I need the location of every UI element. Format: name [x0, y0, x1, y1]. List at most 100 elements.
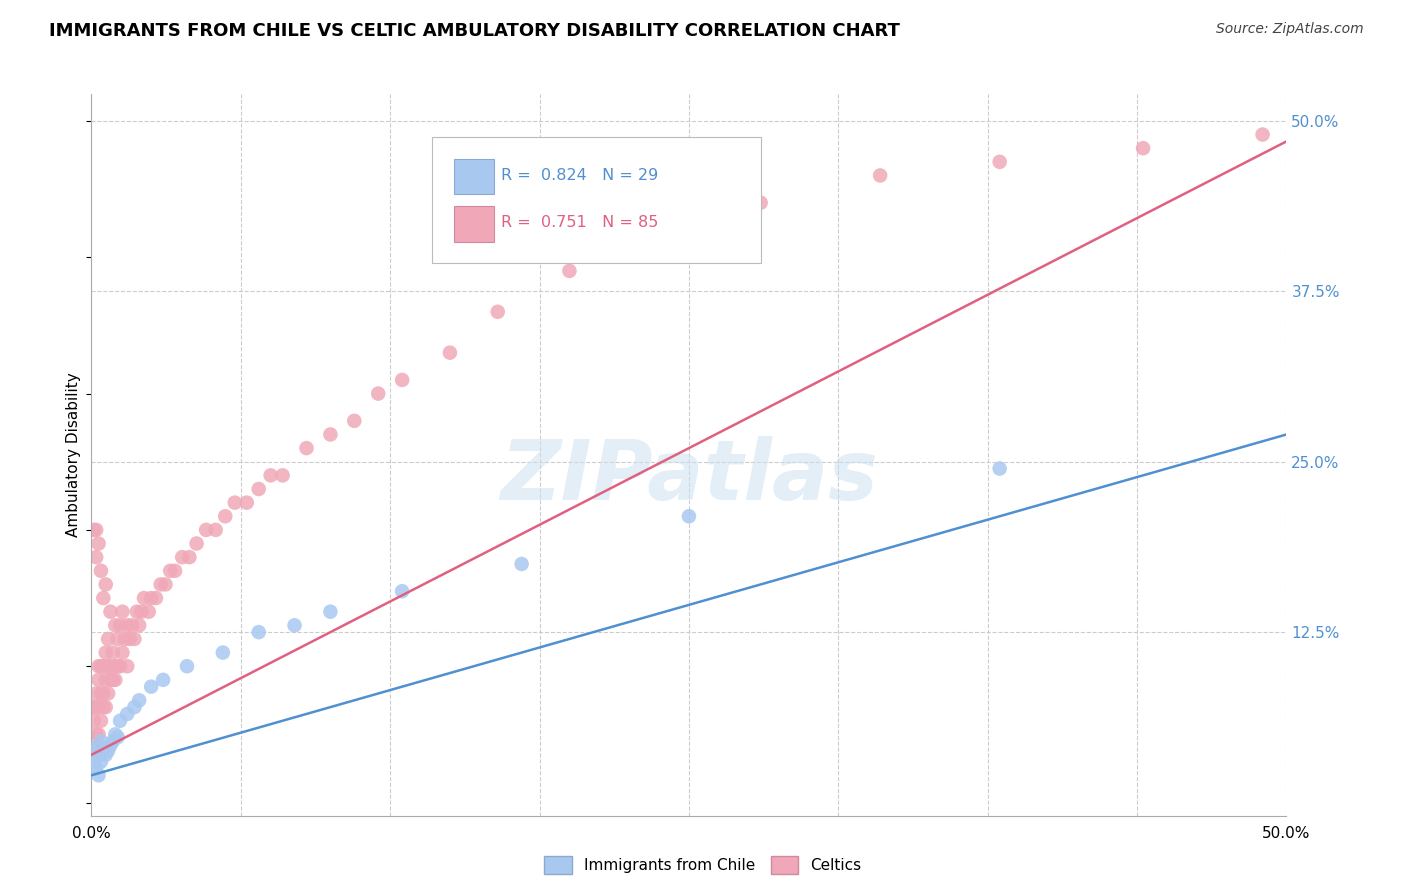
- Point: [84, 727, 107, 741]
- Point: [510, 557, 533, 571]
- Point: [152, 673, 174, 687]
- Point: [678, 509, 700, 524]
- Point: [108, 659, 131, 673]
- Point: [101, 734, 124, 748]
- Point: [439, 345, 461, 359]
- Point: [97, 744, 120, 758]
- Point: [83, 714, 105, 728]
- Point: [319, 427, 342, 442]
- Point: [94, 747, 117, 762]
- Point: [132, 591, 155, 605]
- Point: [391, 584, 413, 599]
- Point: [141, 680, 162, 694]
- Point: [87, 700, 110, 714]
- Point: [391, 373, 413, 387]
- Point: [145, 591, 167, 605]
- Point: [271, 468, 294, 483]
- Point: [1251, 128, 1274, 142]
- Text: ZIPatlas: ZIPatlas: [501, 436, 877, 517]
- Point: [93, 591, 114, 605]
- Point: [128, 618, 150, 632]
- Point: [235, 495, 259, 509]
- Point: [247, 482, 270, 496]
- Text: R =  0.824   N = 29: R = 0.824 N = 29: [502, 168, 658, 183]
- Point: [988, 461, 1011, 475]
- Point: [367, 386, 389, 401]
- Point: [97, 659, 120, 673]
- Point: [87, 747, 110, 762]
- Point: [111, 646, 134, 660]
- Point: [87, 768, 110, 782]
- Point: [125, 605, 148, 619]
- Point: [124, 632, 146, 646]
- Point: [115, 659, 138, 673]
- Point: [93, 659, 114, 673]
- Point: [172, 550, 194, 565]
- Point: [87, 727, 110, 741]
- Point: [259, 468, 281, 483]
- Point: [84, 686, 107, 700]
- Point: [121, 618, 143, 632]
- Point: [90, 659, 112, 673]
- Point: [84, 762, 107, 776]
- Point: [108, 714, 131, 728]
- Point: [155, 577, 177, 591]
- Text: IMMIGRANTS FROM CHILE VS CELTIC AMBULATORY DISABILITY CORRELATION CHART: IMMIGRANTS FROM CHILE VS CELTIC AMBULATO…: [49, 22, 900, 40]
- Point: [84, 550, 107, 565]
- Point: [87, 673, 110, 687]
- Point: [87, 536, 110, 550]
- Point: [100, 739, 122, 753]
- Point: [115, 618, 138, 632]
- Point: [988, 154, 1011, 169]
- Point: [108, 618, 131, 632]
- Point: [195, 523, 218, 537]
- Point: [558, 264, 581, 278]
- Point: [93, 700, 114, 714]
- Point: [101, 646, 124, 660]
- Point: [115, 706, 138, 721]
- Point: [104, 659, 127, 673]
- Point: [94, 700, 117, 714]
- Point: [247, 625, 270, 640]
- Point: [214, 509, 236, 524]
- Point: [101, 673, 124, 687]
- Point: [97, 686, 120, 700]
- Point: [90, 755, 112, 769]
- Point: [107, 632, 129, 646]
- Point: [124, 700, 146, 714]
- Point: [90, 734, 112, 748]
- Point: [159, 564, 181, 578]
- Point: [90, 714, 112, 728]
- Point: [654, 223, 676, 237]
- FancyBboxPatch shape: [454, 206, 494, 242]
- Point: [204, 523, 226, 537]
- Point: [118, 632, 141, 646]
- Text: Source: ZipAtlas.com: Source: ZipAtlas.com: [1216, 22, 1364, 37]
- Point: [295, 441, 318, 455]
- Point: [83, 755, 105, 769]
- Point: [343, 414, 366, 428]
- Point: [87, 659, 110, 673]
- Y-axis label: Ambulatory Disability: Ambulatory Disability: [66, 373, 82, 537]
- FancyBboxPatch shape: [454, 159, 494, 194]
- Point: [104, 727, 127, 741]
- Point: [83, 700, 105, 714]
- Point: [284, 618, 307, 632]
- Point: [107, 730, 129, 744]
- Point: [1132, 141, 1154, 155]
- Point: [100, 673, 122, 687]
- Point: [749, 195, 772, 210]
- Point: [104, 673, 127, 687]
- Point: [186, 536, 208, 550]
- Point: [100, 659, 122, 673]
- Point: [211, 646, 233, 660]
- Point: [100, 605, 122, 619]
- Legend: Immigrants from Chile, Celtics: Immigrants from Chile, Celtics: [538, 850, 868, 880]
- Point: [90, 686, 112, 700]
- Point: [869, 169, 891, 183]
- Point: [104, 618, 127, 632]
- Point: [84, 700, 107, 714]
- Point: [179, 550, 201, 565]
- Point: [107, 659, 129, 673]
- Point: [486, 305, 509, 319]
